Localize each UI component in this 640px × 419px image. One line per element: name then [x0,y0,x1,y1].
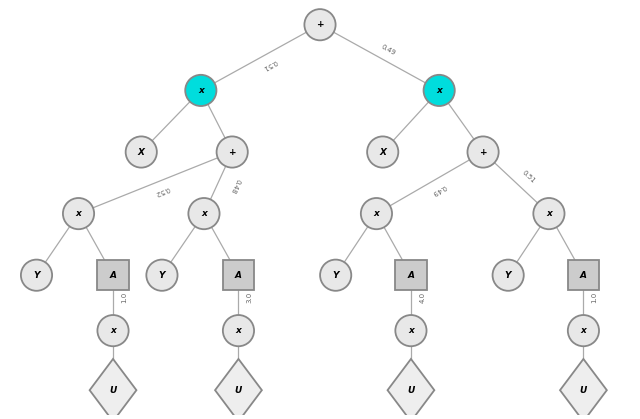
Text: A: A [580,271,587,280]
Text: A: A [235,271,242,280]
Text: x: x [201,209,207,218]
Text: x: x [546,209,552,218]
Text: 0.51: 0.51 [521,169,536,184]
Text: +: + [479,147,487,157]
Ellipse shape [320,260,351,291]
Ellipse shape [125,137,157,168]
Polygon shape [90,359,136,419]
Ellipse shape [305,9,335,40]
Ellipse shape [185,75,216,106]
Ellipse shape [188,198,220,229]
Ellipse shape [568,315,599,346]
Text: 3.0: 3.0 [247,292,253,303]
Text: Y: Y [332,271,339,280]
Text: 0.48: 0.48 [229,178,241,194]
FancyBboxPatch shape [223,260,254,290]
Text: x: x [580,326,586,335]
Text: Y: Y [159,271,165,280]
Ellipse shape [467,137,499,168]
Text: +: + [228,147,236,157]
Text: U: U [407,385,415,395]
Text: 4.0: 4.0 [419,292,425,303]
Text: x: x [236,326,241,335]
Text: 0.51: 0.51 [261,58,278,71]
Text: 0.52: 0.52 [154,185,171,196]
Ellipse shape [216,137,248,168]
Text: 0.49: 0.49 [431,183,447,196]
Text: X: X [380,147,386,157]
Text: x: x [110,326,116,335]
Ellipse shape [367,137,398,168]
Text: U: U [580,385,587,395]
Ellipse shape [533,198,564,229]
Ellipse shape [424,75,455,106]
Text: 0.49: 0.49 [380,44,397,57]
Ellipse shape [63,198,94,229]
Text: U: U [109,385,116,395]
Text: x: x [408,326,414,335]
Text: Y: Y [33,271,40,280]
Text: X: X [138,147,145,157]
FancyBboxPatch shape [97,260,129,290]
Text: x: x [76,209,81,218]
Ellipse shape [361,198,392,229]
Ellipse shape [493,260,524,291]
Text: x: x [374,209,380,218]
FancyBboxPatch shape [568,260,599,290]
Text: x: x [198,86,204,95]
Text: U: U [235,385,242,395]
Polygon shape [560,359,607,419]
Polygon shape [388,359,435,419]
Ellipse shape [223,315,254,346]
Text: Y: Y [505,271,511,280]
Ellipse shape [396,315,426,346]
FancyBboxPatch shape [396,260,426,290]
Ellipse shape [21,260,52,291]
Text: 1.0: 1.0 [592,292,598,303]
Text: A: A [408,271,415,280]
Ellipse shape [97,315,129,346]
Text: x: x [436,86,442,95]
Text: +: + [316,20,324,29]
Text: A: A [109,271,116,280]
Text: 1.0: 1.0 [122,292,127,303]
Ellipse shape [147,260,177,291]
Polygon shape [215,359,262,419]
